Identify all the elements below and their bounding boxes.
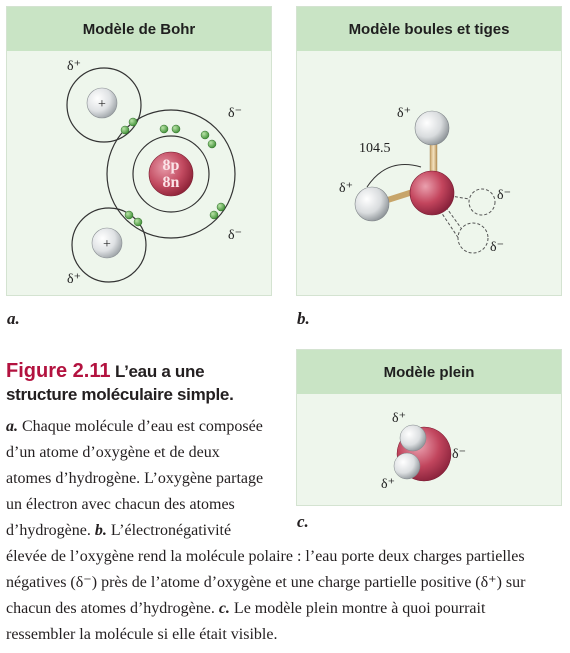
bond-angle-arc xyxy=(366,164,422,188)
bohr-delta-plus-bottom: δ⁺ xyxy=(67,272,81,287)
hydrogen-bottom-orbit xyxy=(71,207,147,283)
panel-a-label: a. xyxy=(7,309,20,328)
oxygen-inner-orbit xyxy=(132,135,210,213)
figure-caption-title: Figure 2.11 L’eau a une structure molécu… xyxy=(6,360,286,407)
bohr-delta-plus-top: δ⁺ xyxy=(67,59,81,74)
bs-delta-minus-lower: δ⁻ xyxy=(490,240,504,255)
caption-line-2: d’un atome d’oxygène et de deux xyxy=(6,444,220,461)
caption-text-8a: chacun des atomes d’hydrogène. xyxy=(6,600,219,617)
hydrogen-sphere-bottom xyxy=(393,452,421,480)
caption-line-4: un électron avec chacun des atomes xyxy=(6,496,235,513)
caption-line-7: négatives (δ⁻) près de l’atome d’oxygène… xyxy=(6,574,526,591)
hydrogen-left-atom xyxy=(354,186,390,222)
caption-line-5: d’hydrogène. b. L’électronégativité xyxy=(6,518,231,544)
caption-text-1: Chaque molécule d’eau est composée xyxy=(18,418,263,435)
electrons xyxy=(120,117,226,227)
caption-line-1: a. Chaque molécule d’eau est composée xyxy=(6,414,263,440)
oxygen-atom xyxy=(409,170,455,216)
ball-stick-panel: Modèle boules et tiges xyxy=(296,6,562,296)
caption-label-b: b. xyxy=(94,522,107,539)
caption-label-c: c. xyxy=(218,600,230,617)
bond-angle-label: 104.5 xyxy=(359,141,391,156)
bs-delta-minus-upper: δ⁻ xyxy=(497,188,511,203)
nucleus-neutrons: 8n xyxy=(163,174,180,191)
caption-label-a: a. xyxy=(6,418,18,435)
oxygen-outer-orbit xyxy=(106,109,236,239)
bs-delta-plus-top: δ⁺ xyxy=(397,106,411,121)
ball-stick-title: Modèle boules et tiges xyxy=(297,7,561,51)
bohr-delta-minus-bottom: δ⁻ xyxy=(228,228,242,243)
panel-c-label: c. xyxy=(297,512,309,531)
caption-line-6: élevée de l’oxygène rend la molécule pol… xyxy=(6,548,525,565)
lone-pair-lower xyxy=(457,222,489,254)
hydrogen-top-atom xyxy=(414,110,450,146)
ball-stick-diagram: 104.5 δ⁺ δ⁺ δ⁻ δ⁻ xyxy=(339,106,511,255)
sf-delta-minus: δ⁻ xyxy=(452,447,466,462)
hydrogen-top-nucleus xyxy=(86,87,118,119)
caption-line-8: chacun des atomes d’hydrogène. c. Le mod… xyxy=(6,596,485,622)
bohr-model-title: Modèle de Bohr xyxy=(7,7,271,51)
sf-delta-plus-bottom: δ⁺ xyxy=(381,477,395,492)
caption-line-9: ressembler la molécule si elle était vis… xyxy=(6,626,278,643)
panel-b-label: b. xyxy=(297,309,310,328)
figure-number: Figure 2.11 xyxy=(6,360,111,382)
bohr-model-panel: Modèle de Bohr + + xyxy=(6,6,272,296)
hydrogen-bottom-nucleus xyxy=(91,227,123,259)
nucleus-protons: 8p xyxy=(163,157,180,174)
hydrogen-bottom-plus: + xyxy=(103,237,111,252)
space-filling-title: Modèle plein xyxy=(297,350,561,394)
caption-text-5b: L’électronégativité xyxy=(106,522,232,539)
figure-heading-period: . xyxy=(229,385,234,404)
bohr-model-diagram: + + 8p 8n δ⁺ δ⁻ δ⁻ δ⁺ xyxy=(66,59,242,287)
hydrogen-sphere-top xyxy=(399,424,427,452)
caption-text-8b: Le modèle plein montre à quoi pourrait xyxy=(229,600,486,617)
bs-delta-plus-left: δ⁺ xyxy=(339,181,353,196)
figure-heading-line2: structure moléculaire simple xyxy=(6,385,230,404)
bohr-delta-minus-top: δ⁻ xyxy=(228,106,242,121)
lone-pair-upper xyxy=(468,188,496,216)
oxygen-nucleus xyxy=(148,151,194,197)
hydrogen-top-plus: + xyxy=(98,97,106,112)
figure-heading-line1: L’eau a une xyxy=(114,362,205,381)
space-filling-diagram: δ⁺ δ⁻ δ⁺ xyxy=(381,411,466,492)
hydrogen-top-orbit xyxy=(66,67,142,143)
space-filling-panel: Modèle plein δ⁺ δ⁻ δ⁺ xyxy=(296,349,562,506)
caption-text-5a: d’hydrogène. xyxy=(6,522,95,539)
sf-delta-plus-top: δ⁺ xyxy=(392,411,406,426)
caption-line-3: atomes d’hydrogène. L’oxygène partage xyxy=(6,470,264,487)
